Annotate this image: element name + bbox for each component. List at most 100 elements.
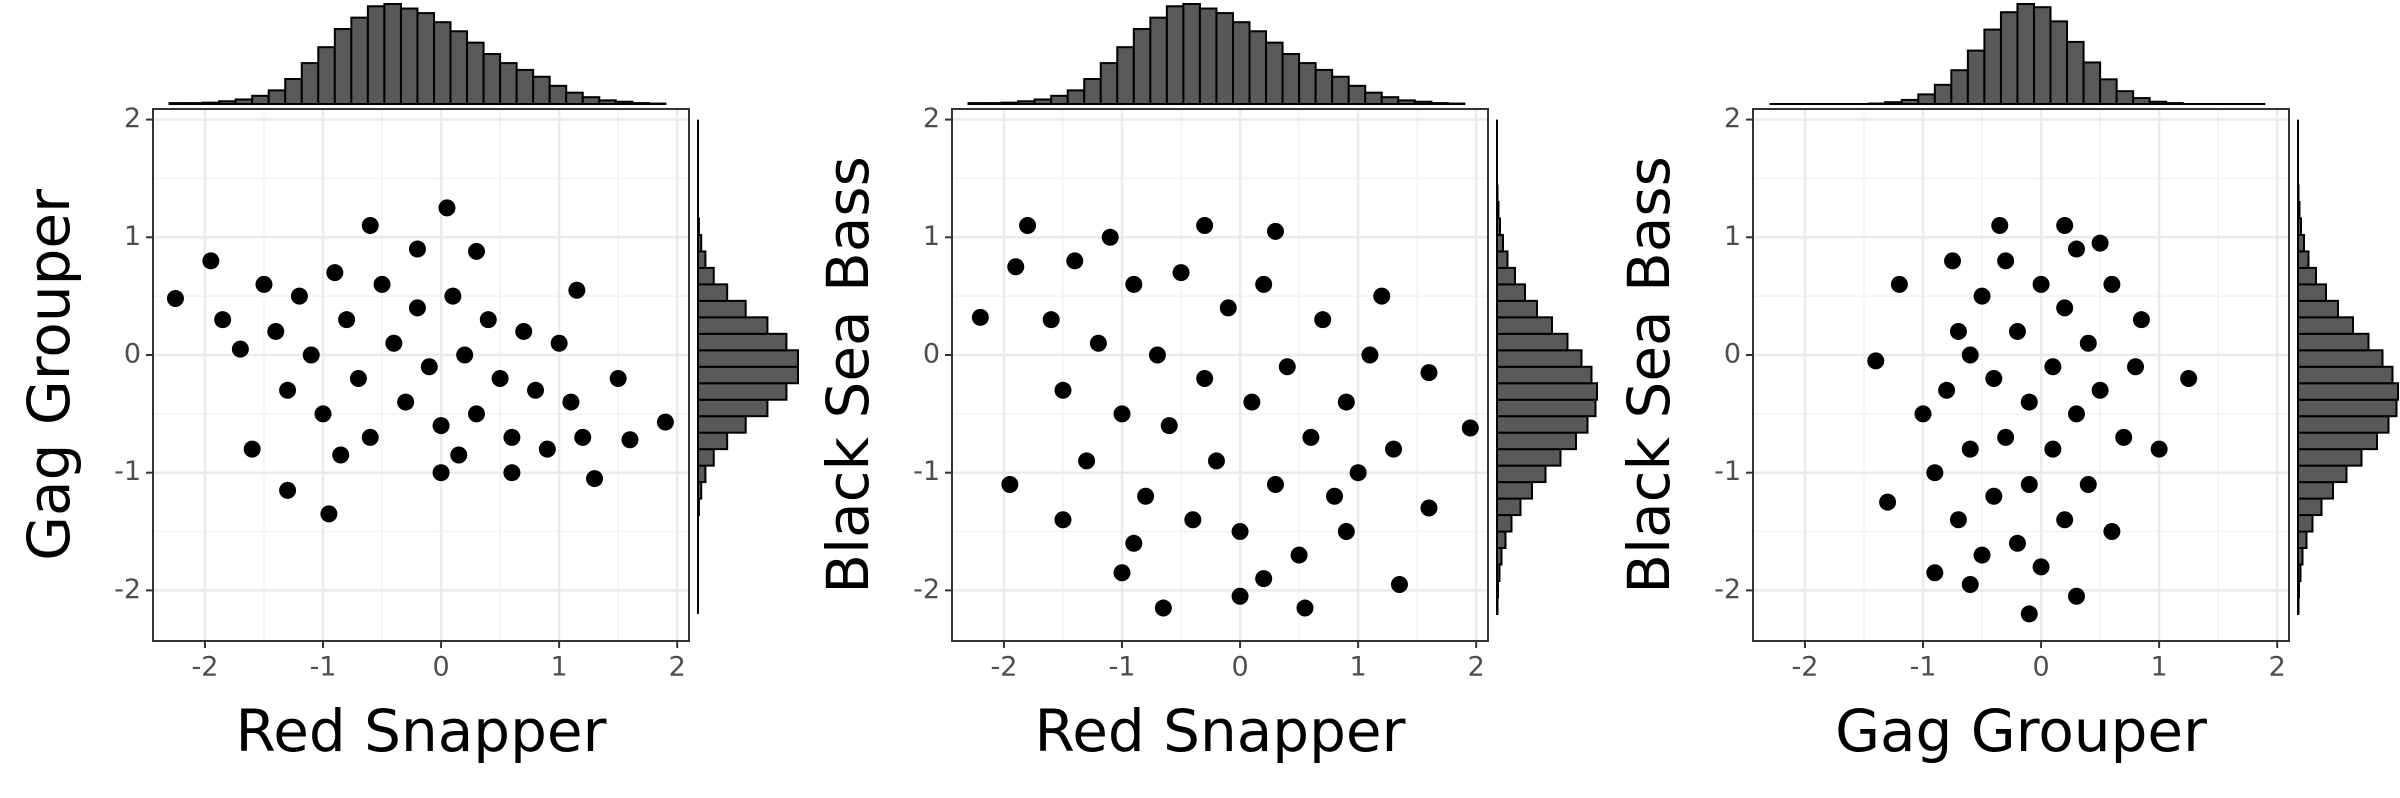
y-histogram-bar <box>697 349 799 368</box>
point <box>1160 417 1178 435</box>
y-tick-label: 0 <box>1724 338 1741 369</box>
point <box>349 370 367 388</box>
x-histogram-bar <box>548 84 568 106</box>
point <box>2115 428 2133 446</box>
point <box>1137 487 1155 505</box>
y-histogram-bar <box>697 365 799 385</box>
point <box>1949 322 1967 340</box>
x-tick-label: 2 <box>669 652 686 683</box>
point <box>1113 405 1131 423</box>
x-histogram-bar <box>2066 40 2085 105</box>
point <box>1278 358 1296 376</box>
y-histogram-bar <box>697 250 707 269</box>
x-histogram-bar <box>366 5 386 105</box>
point <box>1420 499 1438 517</box>
x-tick-label: -1 <box>1910 652 1937 683</box>
point <box>326 264 344 282</box>
point <box>1461 419 1479 437</box>
point <box>2067 587 2085 605</box>
y-histogram-bar <box>697 464 707 484</box>
x-histogram-bar <box>1050 94 1069 106</box>
point <box>2044 440 2062 458</box>
point <box>1385 440 1403 458</box>
point <box>302 346 320 364</box>
point <box>1337 523 1355 541</box>
point <box>1089 334 1107 352</box>
point <box>2008 534 2026 552</box>
y-tick-label: 2 <box>1724 103 1741 134</box>
point <box>2020 605 2038 623</box>
point <box>456 346 474 364</box>
x-histogram-bar <box>515 68 535 105</box>
x-histogram-bar <box>499 62 518 105</box>
point <box>1390 576 1408 594</box>
point <box>1125 534 1143 552</box>
x-tick-label: -2 <box>191 652 218 683</box>
x-histogram-bar <box>1231 21 1251 106</box>
y-tick-label: 1 <box>923 221 940 252</box>
y-histogram-bar <box>1496 398 1597 418</box>
point <box>2020 475 2038 493</box>
y-histogram-bar <box>2297 332 2370 352</box>
x-tick-label: 1 <box>551 652 568 683</box>
x-tick-label: 2 <box>2269 652 2286 683</box>
point <box>971 308 989 326</box>
panel: -2 -1 0 1 2 -2 -1 0 1 2 Red Snapper Gag Grouper <box>15 3 799 765</box>
point <box>1172 264 1190 282</box>
x-histogram-bar <box>581 96 601 105</box>
point <box>243 440 261 458</box>
x-histogram-bar <box>1950 69 1969 105</box>
point <box>1266 475 1284 493</box>
y-histogram-bar <box>1496 530 1507 550</box>
point <box>1985 370 2003 388</box>
point <box>2132 311 2150 329</box>
y-histogram-bar <box>1496 448 1562 467</box>
point <box>1926 564 1944 582</box>
y-tick-label: -1 <box>114 456 141 487</box>
x-tick-label: 0 <box>2032 652 2049 683</box>
y-histogram-bar <box>2297 316 2354 335</box>
x-histogram-bar <box>565 91 584 105</box>
x-histogram-bar <box>2115 90 2135 106</box>
point <box>1255 275 1273 293</box>
point <box>202 252 220 270</box>
point <box>385 334 403 352</box>
x-histogram-bar <box>1165 5 1185 105</box>
x-histogram-bar <box>416 12 435 105</box>
y-histogram-bar <box>1496 497 1522 517</box>
x-histogram-bar <box>449 30 469 105</box>
plot-border <box>951 108 1489 642</box>
y-histogram-bar <box>2297 283 2327 302</box>
x-histogram-bar <box>350 16 369 106</box>
y-histogram-bar <box>697 332 788 352</box>
y-histogram-bar <box>1496 382 1598 401</box>
point <box>1231 523 1249 541</box>
point <box>408 299 426 317</box>
point <box>1207 452 1225 470</box>
y-histogram-bar <box>2297 464 2348 484</box>
point <box>1349 464 1367 482</box>
point <box>1997 252 2015 270</box>
panel: -2 -1 0 1 2 -2 -1 0 1 2 Gag Grouper Black Sea Bass <box>1615 3 2399 765</box>
y-histogram-bar <box>1496 481 1533 500</box>
point <box>1961 346 1979 364</box>
point <box>1879 493 1897 511</box>
point <box>2032 558 2050 576</box>
y-histogram-bar <box>697 415 747 434</box>
point <box>656 413 674 431</box>
y-tick-label: -2 <box>114 574 141 605</box>
point <box>361 428 379 446</box>
point <box>1125 275 1143 293</box>
x-histogram-bar <box>1380 96 1400 105</box>
x-histogram-bar <box>1066 89 1086 106</box>
y-histogram-bar <box>2297 431 2378 451</box>
point <box>373 275 391 293</box>
point <box>2044 358 2062 376</box>
y-histogram-bar <box>2297 250 2310 269</box>
y-tick-label: -2 <box>1714 574 1741 605</box>
y-histogram-bar <box>1496 415 1589 434</box>
plot-border <box>1752 108 2290 642</box>
point <box>420 358 438 376</box>
point <box>1219 299 1237 317</box>
point <box>1890 275 1908 293</box>
